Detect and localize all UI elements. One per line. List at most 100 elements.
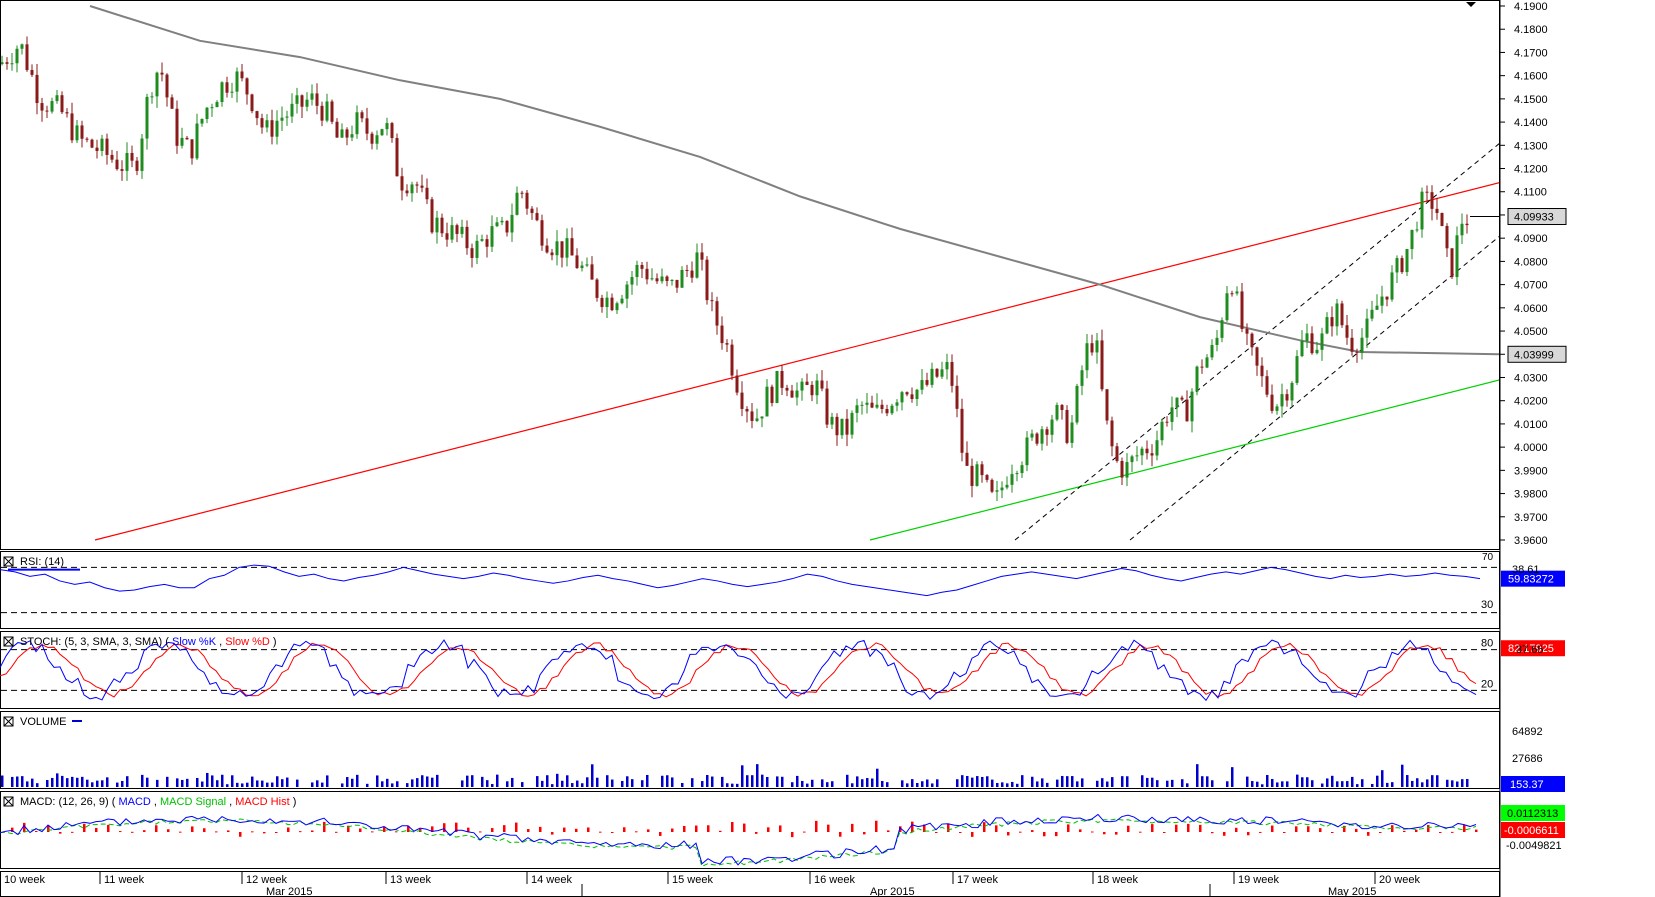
volume-bar: [726, 783, 729, 787]
volume-bar: [581, 783, 584, 787]
candle-body: [460, 226, 464, 234]
candle-body: [395, 138, 399, 177]
volume-bar: [231, 775, 234, 787]
price-tick-label: 4.1900: [1514, 1, 1548, 13]
volume-close-icon[interactable]: [3, 716, 14, 727]
candle-body: [1325, 317, 1329, 334]
volume-bar: [1276, 782, 1279, 787]
macd-value-text: 0.0112313: [1507, 808, 1558, 820]
volume-bar: [1011, 781, 1014, 787]
candle-body: [1040, 429, 1044, 444]
candle-body: [160, 72, 164, 75]
volume-value-badge: [1501, 776, 1565, 792]
candle-body: [700, 252, 704, 260]
rsi-close-icon[interactable]: [3, 556, 14, 567]
price-tick-label: 4.1700: [1514, 47, 1548, 59]
stoch-level-20: 20: [1481, 678, 1493, 690]
macd-hist-bar: [563, 827, 566, 832]
volume-bar: [1006, 783, 1009, 787]
candle-body: [20, 44, 24, 49]
macd-comma-1: ,: [154, 796, 160, 808]
volume-bar: [746, 775, 749, 787]
candle-body: [1125, 462, 1129, 478]
candle-body: [245, 78, 249, 95]
candle-body: [550, 252, 554, 256]
candle-body: [125, 152, 129, 171]
candle-body: [1335, 303, 1339, 327]
candle-body: [30, 70, 34, 75]
candle-body: [400, 176, 404, 191]
macd-hist-bar: [1007, 832, 1010, 836]
stoch-close-icon[interactable]: [3, 636, 14, 647]
candle-body: [25, 44, 29, 71]
volume-bar: [51, 777, 54, 787]
volume-bar: [176, 778, 179, 787]
month-label: Mar 2015: [266, 886, 312, 897]
price-y-axis: 4.1900 4.1800 4.1700 4.1600 4.1500 4.1400 4.13…: [1500, 1, 1548, 547]
volume-bar: [16, 776, 19, 787]
price-tick-label: 4.1800: [1514, 24, 1548, 36]
candle-body: [1265, 376, 1269, 395]
volume-bar: [31, 778, 34, 787]
candle-body: [1385, 296, 1389, 300]
candle-body: [105, 138, 109, 155]
candle-body: [590, 264, 594, 280]
volume-bar: [571, 783, 574, 787]
candle-body: [140, 138, 144, 171]
candle-body: [795, 390, 799, 398]
candle-body: [620, 298, 624, 304]
volume-bar: [1196, 764, 1199, 787]
candle-body: [335, 121, 339, 138]
candle-body: [545, 245, 549, 253]
candle-body: [895, 402, 899, 406]
candle-body: [5, 62, 9, 64]
volume-bar: [261, 780, 264, 787]
candle-body: [70, 113, 74, 141]
volume-bar: [1071, 776, 1074, 787]
macd-hist-bar: [1439, 832, 1442, 833]
macd-hist-bar: [35, 831, 38, 833]
volume-bar: [801, 780, 804, 787]
stoch-label: STOCH: (5, 3, SMA, 3, SMA): [20, 636, 162, 648]
candle-body: [1355, 351, 1359, 353]
macd-hist-bar: [239, 832, 242, 837]
macd-hist-bar: [155, 825, 158, 832]
rsi-level-top: 70: [1482, 552, 1494, 563]
candle-body: [710, 300, 714, 302]
volume-bar: [1066, 776, 1069, 787]
macd-hist-bar: [227, 830, 230, 832]
macd-close-icon[interactable]: [3, 796, 14, 807]
macd-hist-bar: [1187, 823, 1190, 832]
candle-body: [920, 380, 924, 390]
macd-hist-text: -0.0006611: [1504, 825, 1559, 837]
candle-body: [1200, 366, 1204, 368]
macd-hist-bar: [455, 822, 458, 832]
macd-hist-bar: [167, 829, 170, 832]
candle-body: [650, 278, 654, 280]
volume-bar: [1231, 767, 1234, 787]
price-tick-label: 4.0200: [1514, 396, 1548, 408]
macd-hist-bar: [803, 831, 806, 833]
candle-body: [465, 226, 469, 249]
candle-body: [915, 389, 919, 399]
volume-bar: [1171, 779, 1174, 787]
price-panel: [0, 0, 1500, 550]
candle-body: [500, 220, 504, 223]
volume-bar: [466, 775, 469, 787]
candle-body: [910, 394, 914, 399]
candle-body: [450, 225, 454, 240]
candle-body: [1280, 394, 1284, 407]
volume-bar: [1451, 780, 1454, 787]
candle-body: [720, 325, 724, 344]
candle-body: [205, 107, 209, 120]
volume-bar: [276, 776, 279, 787]
macd-low-text: -0.0049821: [1506, 840, 1562, 852]
candle-body: [800, 381, 804, 391]
candle-body: [1170, 407, 1174, 422]
candle-body: [675, 279, 679, 288]
candle-body: [580, 265, 584, 269]
volume-label: VOLUME: [20, 716, 66, 728]
week-label: 17 week: [957, 874, 998, 886]
macd-hist-bar: [695, 825, 698, 832]
